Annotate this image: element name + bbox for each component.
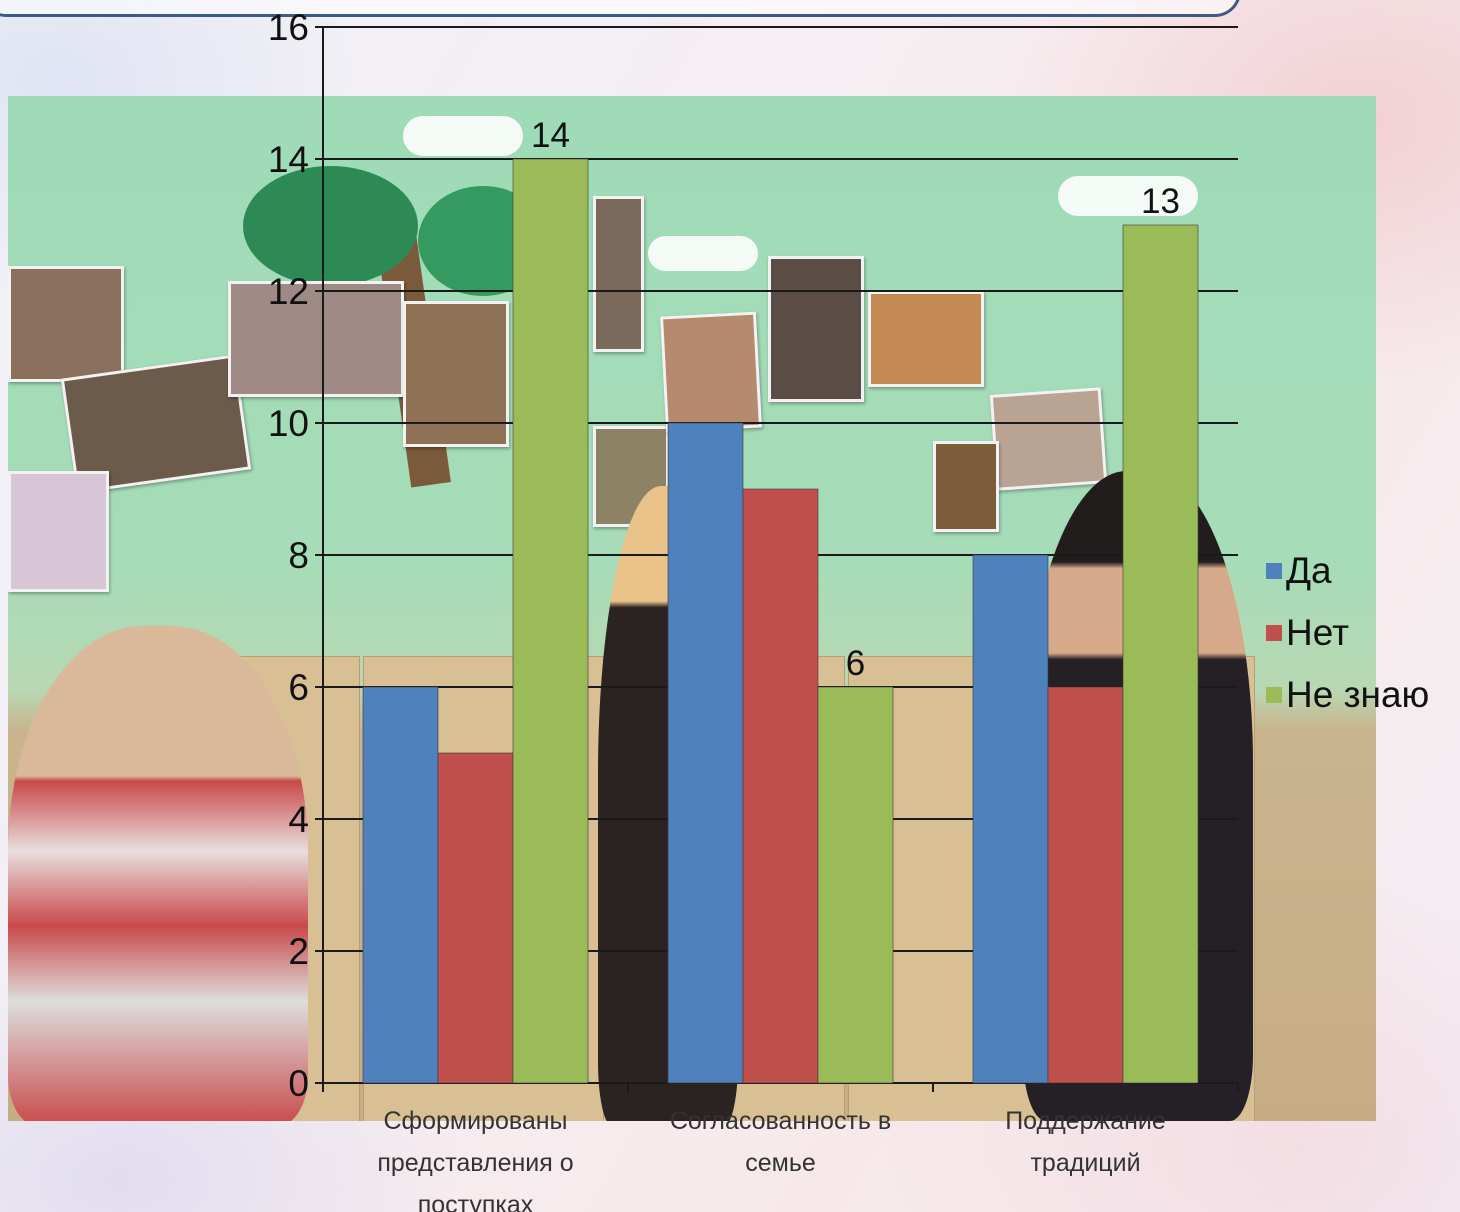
- y-tick-label: 16: [268, 7, 309, 48]
- bar: [667, 422, 744, 1084]
- legend-label: Да: [1286, 550, 1332, 591]
- x-category-label: поступках: [418, 1191, 534, 1212]
- bar: [972, 554, 1049, 1084]
- bar: [742, 488, 819, 1084]
- wall-photo: [593, 196, 644, 352]
- bar: [512, 158, 589, 1084]
- bar: [1047, 686, 1124, 1084]
- person: [8, 626, 308, 1121]
- y-tick-label: 8: [288, 535, 309, 576]
- y-tick-label: 6: [288, 667, 309, 708]
- chart-legend: Да Нет Не знаю: [1266, 540, 1429, 726]
- y-tick-label: 0: [288, 1063, 309, 1104]
- wall-photo: [868, 291, 984, 387]
- wall-photo: [933, 441, 999, 532]
- legend-label: Нет: [1286, 612, 1350, 653]
- y-tick-label: 10: [268, 403, 309, 444]
- wall-cloud: [648, 236, 758, 271]
- bar: [1122, 224, 1199, 1084]
- wall-cloud: [1058, 176, 1198, 216]
- x-category-label: Согласованность в: [670, 1107, 891, 1135]
- wall-cloud: [403, 116, 523, 156]
- bar: [817, 686, 894, 1084]
- y-tick-label: 14: [268, 139, 309, 180]
- y-tick-label: 4: [288, 799, 309, 840]
- legend-item: Нет: [1266, 602, 1429, 664]
- legend-swatch: [1266, 687, 1282, 703]
- legend-label: Не знаю: [1286, 674, 1430, 715]
- wall-photo: [768, 256, 864, 402]
- legend-swatch: [1266, 563, 1282, 579]
- bar: [437, 752, 514, 1084]
- legend-item: Да: [1266, 540, 1429, 602]
- tree-crown: [243, 166, 418, 286]
- wall-photo: [228, 281, 404, 397]
- y-tick-label: 2: [288, 931, 309, 972]
- legend-item: Не знаю: [1266, 664, 1429, 726]
- x-category-label: Поддержание: [1005, 1107, 1166, 1135]
- x-category-label: Сформированы: [383, 1107, 567, 1135]
- x-category-label: представления о: [377, 1149, 573, 1177]
- x-category-label: традиций: [1030, 1149, 1140, 1177]
- wall-photo: [8, 266, 124, 382]
- wall-photo: [8, 471, 109, 592]
- bar: [362, 686, 439, 1084]
- data-label: 6: [846, 644, 865, 683]
- data-label: 14: [531, 116, 570, 155]
- y-tick-label: 12: [268, 271, 309, 312]
- x-category-label: семье: [745, 1149, 816, 1177]
- data-label: 13: [1141, 182, 1180, 221]
- legend-swatch: [1266, 625, 1282, 641]
